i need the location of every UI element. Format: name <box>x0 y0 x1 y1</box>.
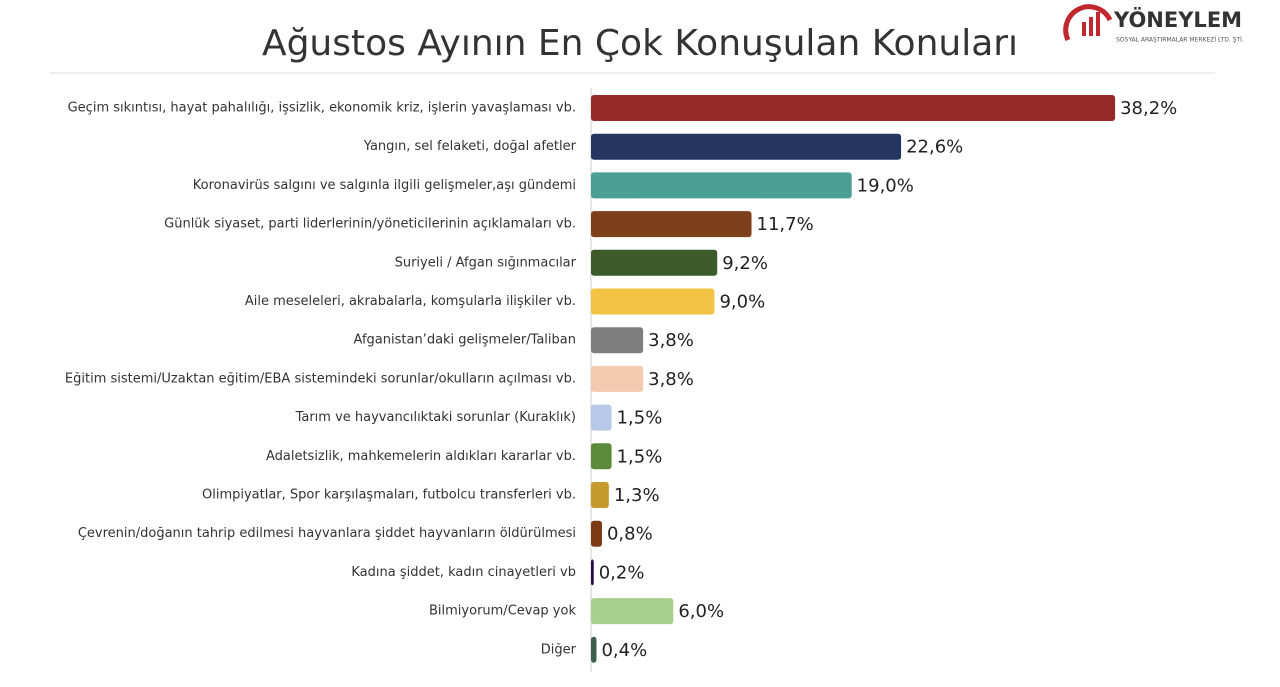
bar <box>591 95 1116 121</box>
category-label: Olimpiyatlar, Spor karşılaşmaları, futbo… <box>202 488 576 503</box>
bar <box>591 636 597 663</box>
bar <box>591 559 594 586</box>
value-label: 9,2% <box>722 253 768 274</box>
value-label: 1,5% <box>617 446 663 467</box>
logo-icon <box>1082 22 1086 36</box>
value-label: 38,2% <box>1120 98 1177 119</box>
category-label: Diğer <box>541 642 577 657</box>
logo-name: YÖNEYLEM <box>1113 7 1242 32</box>
bar <box>591 133 902 160</box>
logo: YÖNEYLEM SOSYAL ARAŞTIRMALAR MERKEZİ LTD… <box>1063 4 1244 44</box>
category-label: Aile meseleleri, akrabalarla, komşularla… <box>245 294 576 309</box>
logo-icon <box>1089 17 1093 36</box>
category-label: Kadına şiddet, kadın cinayetleri vb <box>351 565 576 580</box>
value-label: 1,5% <box>617 408 663 429</box>
bar <box>591 482 609 508</box>
category-label: Eğitim sistemi/Uzaktan eğitim/EBA sistem… <box>65 371 576 386</box>
bar <box>591 443 612 470</box>
value-label: 0,2% <box>599 562 645 583</box>
logo-arc <box>1063 4 1113 42</box>
category-label: Bilmiyorum/Cevap yok <box>429 604 576 619</box>
value-label: 19,0% <box>857 175 914 196</box>
bar <box>591 598 674 625</box>
value-label: 0,8% <box>607 524 653 545</box>
category-label: Koronavirüs salgını ve salgınla ilgili g… <box>193 178 576 193</box>
value-label: 3,8% <box>648 330 694 351</box>
bar <box>591 365 644 392</box>
bar <box>591 211 752 238</box>
value-label: 22,6% <box>906 137 963 158</box>
value-label: 3,8% <box>648 369 694 390</box>
category-label: Çevrenin/doğanın tahrip edilmesi hayvanl… <box>78 526 576 541</box>
logo-tagline: SOSYAL ARAŞTIRMALAR MERKEZİ LTD. ŞTİ. <box>1116 37 1244 44</box>
value-label: 0,4% <box>601 640 647 661</box>
bar <box>591 172 852 199</box>
value-label: 11,7% <box>757 214 814 235</box>
category-label: Adaletsizlik, mahkemelerin aldıkları kar… <box>266 449 576 464</box>
logo-icon <box>1096 12 1100 36</box>
bar <box>591 249 718 276</box>
category-label: Geçim sıkıntısı, hayat pahalılığı, işsiz… <box>68 101 576 116</box>
bar <box>591 520 602 547</box>
bar <box>591 404 612 431</box>
category-label: Yangın, sel felaketi, doğal afetler <box>363 139 577 154</box>
category-label: Suriyeli / Afgan sığınmacılar <box>395 255 577 270</box>
bar <box>591 288 715 315</box>
category-label: Afganistan’daki gelişmeler/Taliban <box>354 333 576 348</box>
category-label: Tarım ve hayvancılıktaki sorunlar (Kurak… <box>295 410 576 425</box>
value-label: 9,0% <box>719 292 765 313</box>
value-label: 6,0% <box>678 601 724 622</box>
bar <box>591 327 644 354</box>
value-label: 1,3% <box>614 485 660 506</box>
category-label: Günlük siyaset, parti liderlerinin/yönet… <box>164 217 576 232</box>
chart-title: Ağustos Ayının En Çok Konuşulan Konuları <box>262 23 1018 64</box>
